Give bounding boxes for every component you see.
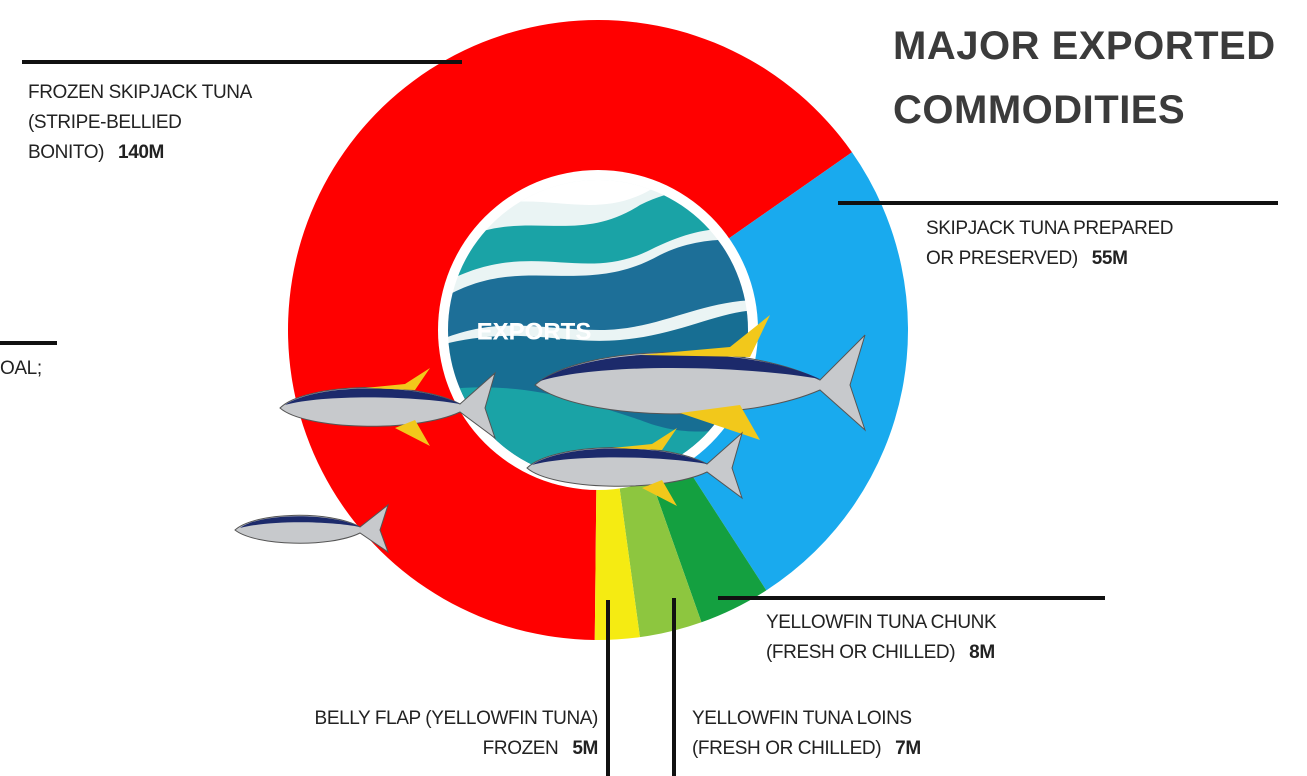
category-label-group: FROZEN SKIPJACK TUNA (STRIPE-BELLIED BON… (28, 78, 252, 168)
category-label-group: YELLOWFIN TUNA CHUNK (FRESH OR CHILLED) 8… (766, 608, 997, 668)
category-label-group: BELLY FLAP (YELLOWFIN TUNA) FROZEN 5M (314, 704, 599, 764)
category-label-group: SKIPJACK TUNA PREPARED OR PRESERVED) 55M (926, 214, 1173, 274)
value-label: 5M (572, 738, 598, 759)
category-label: BELLY FLAP (YELLOWFIN TUNA) FROZEN (314, 708, 599, 759)
value-label: 7M (895, 738, 921, 759)
category-label: YELLOWFIN TUNA LOINS (FRESH OR CHILLED) (692, 708, 912, 759)
fish-decoration (234, 315, 867, 554)
donut-segment (287, 20, 852, 640)
center-label: EXPORTS (477, 318, 592, 345)
category-label: SKIPJACK TUNA PREPARED OR PRESERVED) (926, 218, 1174, 269)
category-label: FROZEN SKIPJACK TUNA (STRIPE-BELLIED BON… (28, 82, 252, 163)
donut-segment (650, 462, 767, 623)
leader-lines (0, 60, 1278, 776)
value-label: 55M (1091, 248, 1128, 269)
value-label: 140M (118, 142, 164, 163)
category-label: YELLOWFIN TUNA CHUNK (FRESH OR CHILLED) (766, 612, 997, 663)
chart-title: MAJOR EXPORTED COMMODITIES (893, 24, 1276, 132)
cropped-text: OAL; (0, 358, 42, 379)
category-label-group: YELLOWFIN TUNA LOINS (FRESH OR CHILLED) 7… (692, 704, 921, 764)
value-label: 8M (969, 642, 995, 663)
donut-segment (619, 478, 702, 638)
